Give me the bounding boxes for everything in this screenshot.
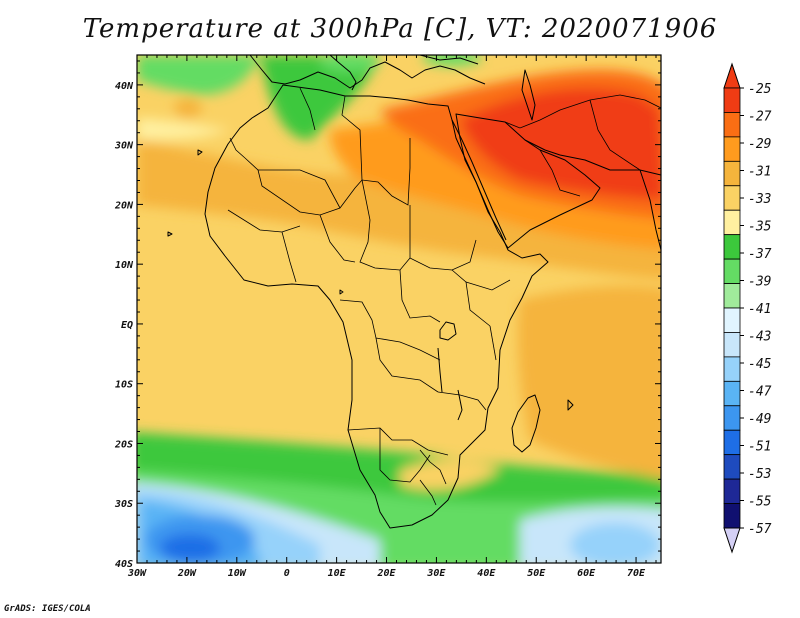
colorbar-swatch <box>723 307 741 333</box>
lat-tick-label: 10N <box>115 260 134 271</box>
lon-tick-label: 20W <box>177 568 197 579</box>
colorbar-label: -41 <box>748 302 771 317</box>
colorbar-label: -35 <box>748 220 772 235</box>
lat-tick-label: EQ <box>121 320 133 331</box>
lat-tick-label: 30S <box>114 499 133 510</box>
lon-tick-label: 0 <box>284 568 290 579</box>
colorbar-label: -47 <box>748 385 772 400</box>
lat-tick-label: 40S <box>115 559 133 570</box>
colorbar-label: -49 <box>748 412 771 427</box>
lon-tick-label: 40E <box>477 568 496 579</box>
colorbar-top-arrow <box>723 62 741 89</box>
colorbar-swatch <box>723 478 741 504</box>
colorbar-bottom-arrow <box>723 527 741 554</box>
colorbar-label: -51 <box>748 440 771 455</box>
axis-ticks <box>136 55 661 564</box>
colorbar-swatch <box>723 258 741 284</box>
colorbar-label: -37 <box>748 247 772 262</box>
lat-tick-label: 20N <box>114 200 134 211</box>
credit-text: GrADS: IGES/COLA <box>4 604 91 614</box>
lat-tick-label: 40N <box>115 81 134 92</box>
lon-tick-label: 70E <box>627 568 646 579</box>
lon-tick-label: 60E <box>577 568 596 579</box>
lat-tick-label: 20S <box>114 439 133 450</box>
temperature-field <box>137 55 661 563</box>
colorbar-label: -27 <box>748 110 772 125</box>
colorbar-swatch <box>723 234 741 260</box>
colorbar-swatch <box>723 332 741 358</box>
map-title: Temperature at 300hPa [C], VT: 202007190… <box>82 14 718 44</box>
colorbar-swatch <box>723 429 741 456</box>
colorbar-label: -55 <box>748 495 772 510</box>
latitude-labels: 40N 30N 20N 10N EQ 10S 20S 30S 40S <box>114 81 134 570</box>
lon-tick-label: 30E <box>426 568 446 579</box>
colorbar-swatch <box>723 112 741 138</box>
colorbar-label: -29 <box>748 137 771 152</box>
lon-tick-label: 10W <box>228 568 247 579</box>
colorbar-swatch <box>723 454 741 480</box>
colorbar-swatch <box>723 283 741 309</box>
lon-tick-label: 10E <box>328 568 347 579</box>
colorbar-label: -43 <box>748 330 771 345</box>
colorbar-swatch <box>723 356 741 382</box>
colorbar-swatch <box>723 503 741 529</box>
colorbar-label: -53 <box>748 467 771 482</box>
colorbar-swatch <box>723 136 741 162</box>
lat-tick-label: 30N <box>114 141 134 152</box>
colorbar-swatch <box>723 405 741 431</box>
colorbar-label: -45 <box>748 357 772 372</box>
colorbar-swatch <box>723 160 741 187</box>
lat-tick-label: 10S <box>115 380 133 391</box>
colorbar-label: -31 <box>748 165 771 180</box>
colorbar-swatch <box>723 209 741 236</box>
map-frame <box>136 54 662 564</box>
lon-tick-label: 20E <box>376 568 396 579</box>
colorbar-label: -33 <box>748 192 771 207</box>
longitude-labels: 30W 20W 10W 0 10E 20E 30E 40E 50E 60E 70E <box>127 568 646 579</box>
country-borders <box>227 87 661 506</box>
colorbar: -25 -27 -29 -31 -33 -35 -37 -39 -41 -43 -45 -47 -49 -… <box>723 62 772 554</box>
colorbar-label: -39 <box>748 275 771 290</box>
colorbar-label: -57 <box>748 522 772 537</box>
colorbar-swatch <box>723 380 741 407</box>
coastlines <box>167 55 661 529</box>
colorbar-swatch <box>723 87 741 113</box>
colorbar-swatch <box>723 185 741 211</box>
lon-tick-label: 30W <box>127 568 147 579</box>
colorbar-label: -25 <box>748 82 772 97</box>
lon-tick-label: 50E <box>527 568 546 579</box>
